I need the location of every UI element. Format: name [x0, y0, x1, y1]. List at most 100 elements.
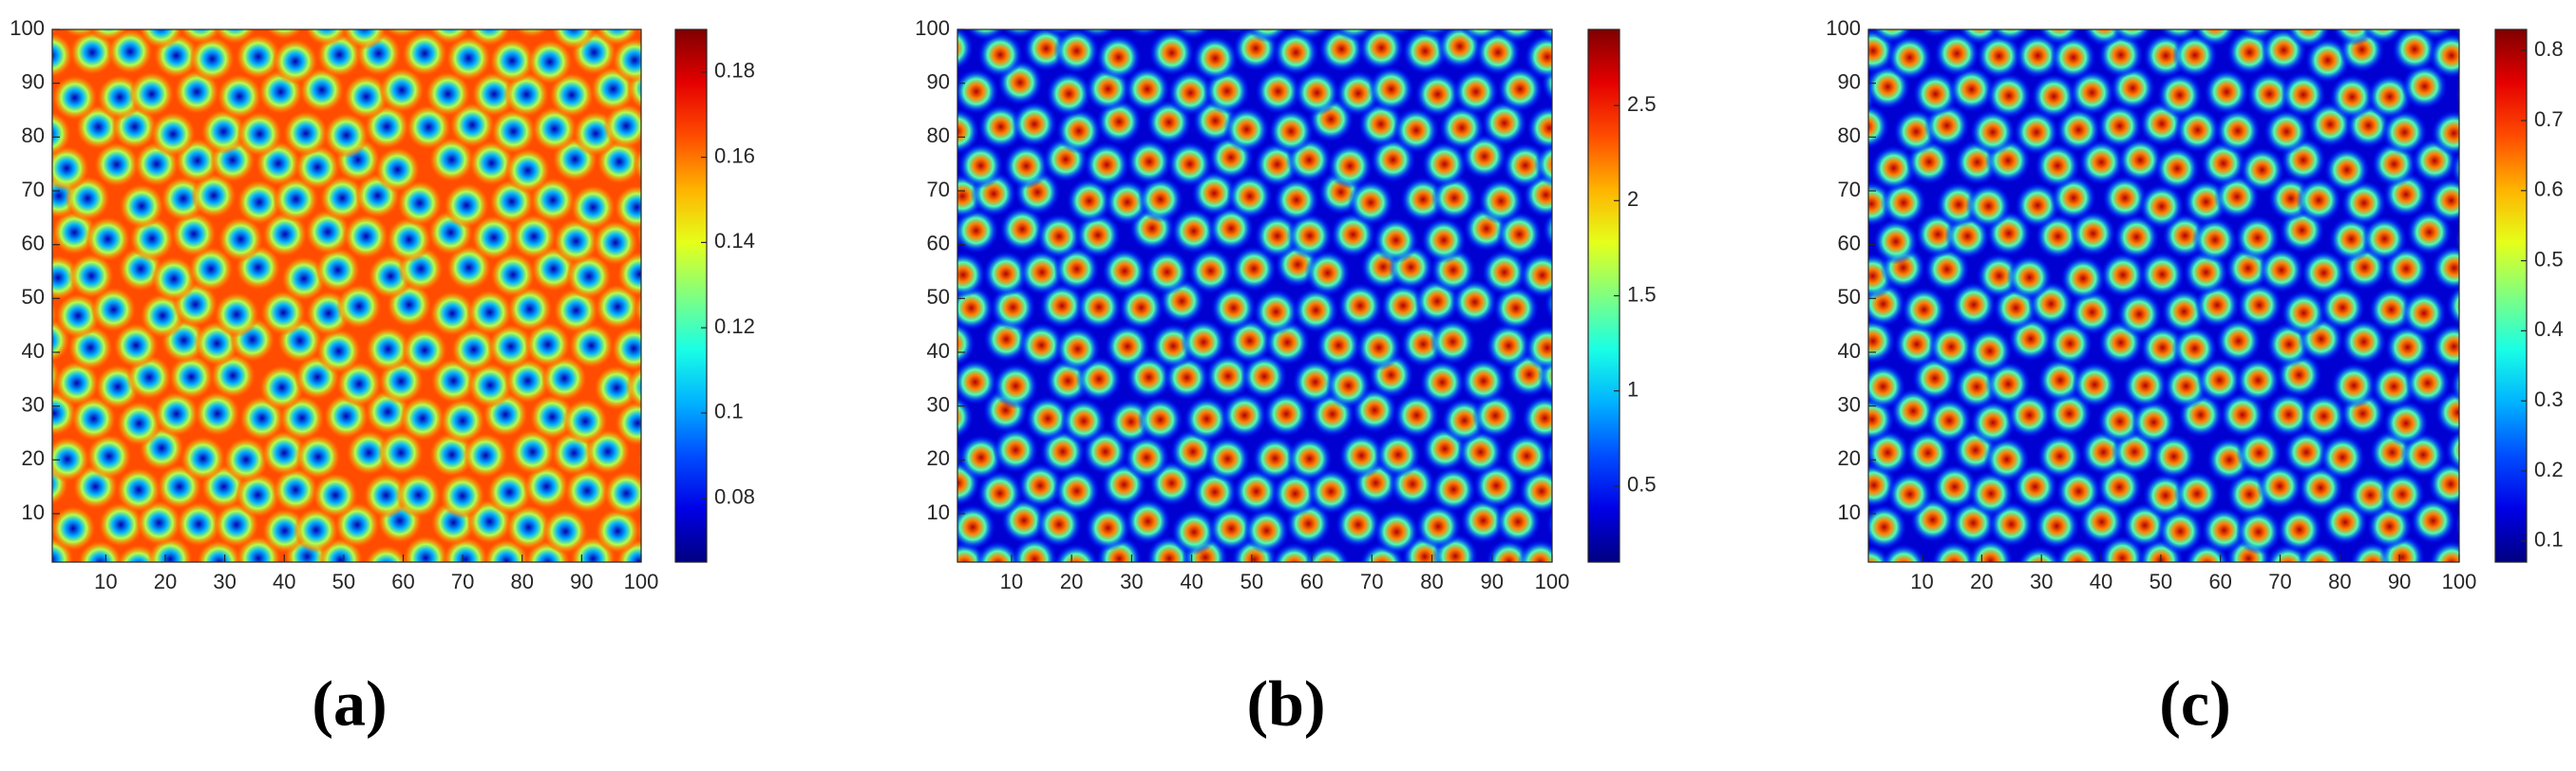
- x-tick-label: 40: [273, 570, 295, 593]
- field-spot: [1055, 107, 1103, 155]
- y-tick-label: 40: [927, 339, 950, 363]
- x-tick-label: 80: [511, 570, 534, 593]
- field-spot: [977, 103, 1024, 150]
- field-spot: [1886, 471, 1933, 517]
- field-spot: [85, 433, 132, 480]
- field-spot: [343, 213, 389, 259]
- field-spot: [313, 472, 359, 518]
- y-tick-label: 90: [22, 69, 45, 93]
- field-spot: [1101, 248, 1148, 294]
- field-spot: [1221, 29, 1250, 34]
- field-spot: [1011, 101, 1058, 147]
- field-spot: [1430, 318, 1476, 366]
- field-spot: [2263, 108, 2310, 155]
- field-spot: [999, 206, 1046, 253]
- field-spot: [116, 400, 162, 446]
- x-tick-label: 50: [2150, 570, 2172, 593]
- field-spot: [635, 218, 641, 249]
- field-spot: [2156, 72, 2203, 119]
- field-spot: [2340, 318, 2387, 366]
- y-tick-label: 90: [1838, 69, 1861, 93]
- y-tick-label: 10: [927, 500, 950, 524]
- field-spot: [1478, 178, 1525, 224]
- field-spot: [2381, 109, 2428, 156]
- field-spot: [993, 363, 1039, 409]
- field-spot: [2036, 357, 2084, 404]
- field-spot: [976, 470, 1023, 517]
- field-spot: [2017, 545, 2062, 562]
- y-tick-label: 40: [1838, 339, 1861, 363]
- field-spot: [1167, 69, 1214, 117]
- field-spot: [1868, 545, 1892, 562]
- field-spot: [1886, 34, 1933, 81]
- field-spot: [1868, 504, 1907, 551]
- field-spot: [2072, 361, 2118, 408]
- field-spot: [2219, 391, 2265, 438]
- field-spot: [2428, 32, 2459, 79]
- field-spot: [136, 499, 182, 546]
- field-spot: [1327, 142, 1373, 190]
- field-spot: [2415, 29, 2454, 40]
- field-spot: [992, 426, 1039, 474]
- field-spot: [2379, 471, 2426, 517]
- field-spot: [396, 179, 443, 226]
- field-spot: [194, 390, 240, 437]
- colorbar-tick-label: 0.18: [714, 59, 755, 83]
- field-spot: [2329, 74, 2376, 121]
- field-spot: [1304, 543, 1351, 562]
- field-spot: [1912, 70, 1959, 118]
- field-spot: [1379, 282, 1427, 329]
- x-tick-label: 20: [154, 570, 177, 593]
- field-spot: [633, 146, 641, 182]
- x-tick-label: 90: [570, 570, 593, 593]
- field-spot: [2196, 357, 2243, 404]
- field-spot: [53, 360, 100, 406]
- field-spot: [52, 436, 90, 482]
- field-spot: [603, 103, 641, 149]
- field-spot: [562, 398, 609, 444]
- x-tick-label: 100: [2442, 570, 2477, 593]
- field-spot: [282, 110, 329, 157]
- field-spot: [2296, 177, 2342, 223]
- field-spot: [1126, 138, 1173, 185]
- field-spot: [374, 146, 421, 193]
- field-spot: [1402, 29, 1449, 75]
- field-spot: [2078, 139, 2125, 185]
- field-spot: [1373, 216, 1419, 264]
- field-spot: [471, 71, 518, 118]
- field-spot: [200, 108, 247, 155]
- field-spot: [1380, 29, 1414, 37]
- field-spot: [1893, 321, 1941, 367]
- field-spot: [1948, 66, 1995, 113]
- field-spot: [1078, 29, 1116, 39]
- field-spot: [1262, 390, 1310, 438]
- field-spot: [1241, 353, 1288, 400]
- field-spot: [1272, 470, 1318, 517]
- field-spot: [1046, 70, 1092, 118]
- field-spot: [2117, 137, 2164, 183]
- x-tick-label: 40: [1180, 570, 1203, 593]
- field-spot: [2034, 142, 2081, 189]
- field-spot: [957, 359, 998, 405]
- field-spot: [1460, 358, 1507, 404]
- x-tick-label: 50: [1241, 570, 1263, 593]
- field-spot: [1965, 182, 2012, 230]
- field-spot: [2139, 325, 2186, 371]
- field-spot: [1966, 328, 2013, 374]
- field-spot: [260, 290, 307, 336]
- field-spot: [2139, 251, 2186, 298]
- field-spot: [2036, 433, 2083, 480]
- field-spot: [1075, 284, 1123, 330]
- field-spot: [1969, 109, 2017, 156]
- x-tick-label: 60: [2208, 570, 2231, 593]
- x-tick-label: 20: [1060, 570, 1083, 593]
- colorbar-tick-label: 0.12: [714, 314, 755, 338]
- field-spot: [399, 395, 445, 442]
- field-spot: [1053, 543, 1099, 562]
- field-spot: [217, 73, 263, 120]
- field-spot: [1904, 429, 1951, 477]
- colorbar-tick-label: 0.16: [714, 143, 755, 167]
- field-spot: [2276, 506, 2322, 553]
- field-spot: [150, 111, 197, 158]
- field-spot: [2034, 502, 2080, 550]
